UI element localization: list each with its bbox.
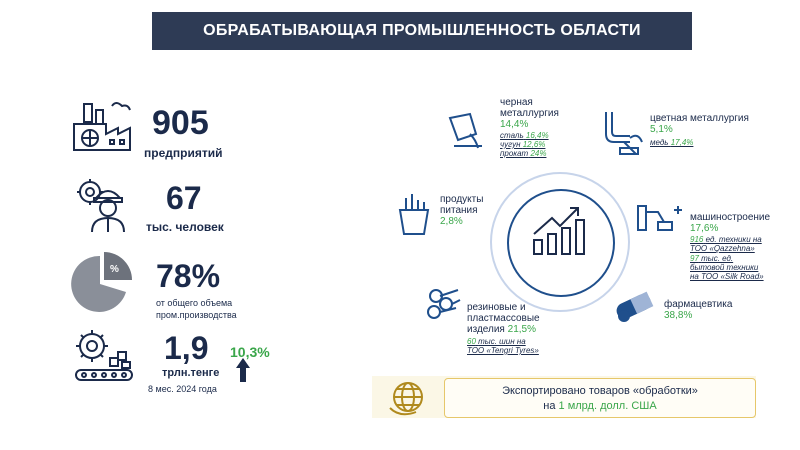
svg-text:%: % — [110, 264, 119, 275]
volume-value: 1,9 — [164, 330, 209, 366]
employees-label: тыс. человек — [146, 220, 224, 234]
factory-icon — [73, 102, 131, 151]
page-title: ОБРАБАТЫВАЮЩАЯ ПРОМЫШЛЕННОСТЬ ОБЛАСТИ — [152, 12, 692, 50]
food-name-2: питания — [440, 205, 478, 216]
rubber-name-1: резиновые и — [467, 302, 526, 313]
export-line-2: на 1 млрд. долл. США — [543, 400, 657, 412]
arrow-up-icon — [236, 358, 250, 382]
rubber-detail-2: ТОО «Tengri Tyres» — [467, 346, 539, 355]
machinery-detail-2: ТОО «Qazzehna» — [690, 244, 755, 253]
robot-arm-icon — [637, 205, 682, 231]
enterprises-label: предприятий — [144, 146, 223, 160]
pipe-icon — [605, 112, 643, 155]
growth-value: 10,3% — [230, 344, 270, 360]
ferrous-name-1: черная — [500, 97, 533, 108]
volume-period: 8 мес. 2024 года — [148, 384, 217, 394]
globe-icon — [389, 382, 423, 416]
machinery-detail-5: на ТОО «Silk Road» — [690, 272, 764, 281]
food-name-1: продукты — [440, 194, 484, 205]
ferrous-pct: 14,4% — [500, 119, 529, 130]
worker-gear-icon — [77, 179, 125, 233]
growth-chart-icon — [533, 207, 585, 255]
center-inner-ring — [507, 189, 615, 297]
ferrous-detail-iron: чугун 12,6% — [500, 140, 546, 149]
pie-chart-icon: % — [71, 252, 132, 312]
center-ring — [490, 172, 630, 312]
enterprises-value: 905 — [152, 104, 209, 142]
nonferrous-name: цветная металлургия — [650, 113, 749, 124]
rubber-name-3: изделия 21,5% — [467, 324, 536, 335]
ferrous-name-2: металлургия — [500, 108, 559, 119]
machinery-name: машиностроение — [690, 212, 771, 223]
ferrous-detail-rolled: прокат 24% — [500, 149, 547, 158]
export-box: Экспортировано товаров «обработки» на 1 … — [444, 378, 756, 418]
share-label-2: пром.производства — [156, 310, 237, 320]
pharma-name: фармацевтика — [664, 299, 733, 310]
food-basket-icon — [398, 194, 430, 235]
volume-unit: трлн.тенге — [162, 367, 220, 379]
rubber-name-2: пластмассовые — [467, 313, 540, 324]
machinery-detail-1: 916 ед. техники на — [690, 235, 762, 244]
pipes-icon — [427, 289, 461, 319]
machinery-pct: 17,6% — [690, 223, 719, 234]
nonferrous-pct: 5,1% — [650, 124, 673, 135]
food-pct: 2,8% — [440, 216, 463, 227]
machinery-detail-4: бытовой техники — [690, 263, 759, 272]
conveyor-gear-icon — [75, 330, 133, 381]
nonferrous-detail-copper: медь 17,4% — [650, 138, 694, 147]
pill-icon — [616, 291, 654, 322]
share-label-1: от общего объема — [156, 298, 233, 308]
ferrous-detail-steel: сталь 16,4% — [500, 131, 549, 140]
rubber-detail-1: 60 тыс. шин на — [467, 337, 526, 346]
bucket-pour-icon — [448, 112, 482, 149]
share-value: 78% — [156, 258, 221, 294]
export-line-1: Экспортировано товаров «обработки» — [502, 385, 698, 397]
machinery-detail-3: 97 тыс. ед. — [690, 254, 734, 263]
employees-value: 67 — [166, 180, 202, 216]
pharma-pct: 38,8% — [664, 310, 693, 321]
